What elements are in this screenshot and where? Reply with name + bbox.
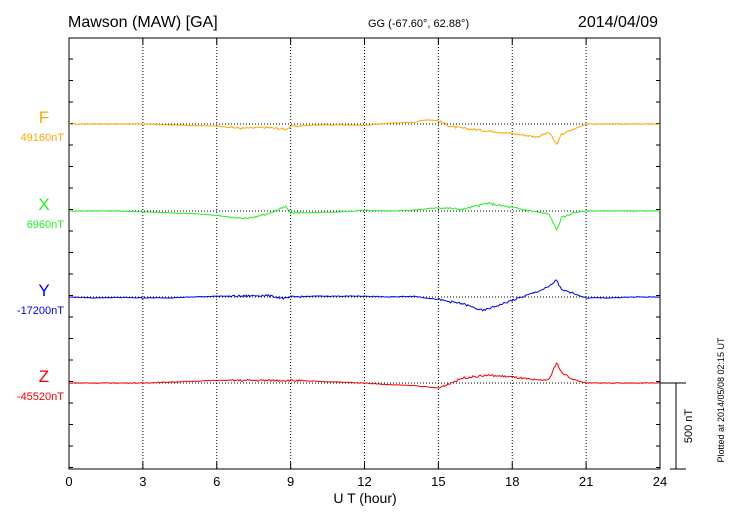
- x-axis: 0 3 6 9 12 15 18 21 24: [65, 38, 667, 489]
- x-tick-label-6: 6: [213, 474, 220, 489]
- series-name-Z: Z: [39, 367, 49, 386]
- plotted-at-note: Plotted at 2014/05/08 02:15 UT: [716, 337, 726, 463]
- baseline-label-Y: -17200nT: [17, 305, 64, 317]
- series-group: [68, 119, 661, 389]
- y-tick-marks: [69, 58, 660, 468]
- series-line-Z: [69, 362, 661, 389]
- series-labels: F 49160nT X 6960nT Y -17200nT Z -45520nT: [17, 108, 64, 403]
- series-name-Y: Y: [38, 281, 49, 300]
- x-tick-label-9: 9: [287, 474, 294, 489]
- gridlines: [69, 38, 660, 469]
- x-tick-label-3: 3: [139, 474, 146, 489]
- scale-bar: 500 nT: [660, 382, 695, 470]
- scale-bar-label: 500 nT: [683, 409, 695, 444]
- x-tick-label-24: 24: [653, 474, 667, 489]
- x-tick-label-0: 0: [65, 474, 72, 489]
- x-tick-label-15: 15: [431, 474, 445, 489]
- series-name-X: X: [38, 195, 49, 214]
- series-name-F: F: [39, 108, 49, 127]
- baseline-label-Z: -45520nT: [17, 391, 64, 403]
- station-title: Mawson (MAW) [GA]: [68, 14, 218, 31]
- baseline-label-F: 49160nT: [21, 132, 65, 144]
- x-tick-label-18: 18: [505, 474, 519, 489]
- x-tick-label-21: 21: [579, 474, 593, 489]
- coordinates-label: GG (-67.60°, 62.88°): [368, 18, 469, 30]
- x-axis-label: U T (hour): [333, 490, 396, 506]
- baseline-label-X: 6960nT: [27, 219, 65, 231]
- series-line-Y: [68, 279, 661, 312]
- date-label: 2014/04/09: [578, 14, 658, 31]
- x-tick-label-12: 12: [357, 474, 371, 489]
- series-line-F: [69, 119, 660, 145]
- series-line-X: [68, 201, 661, 232]
